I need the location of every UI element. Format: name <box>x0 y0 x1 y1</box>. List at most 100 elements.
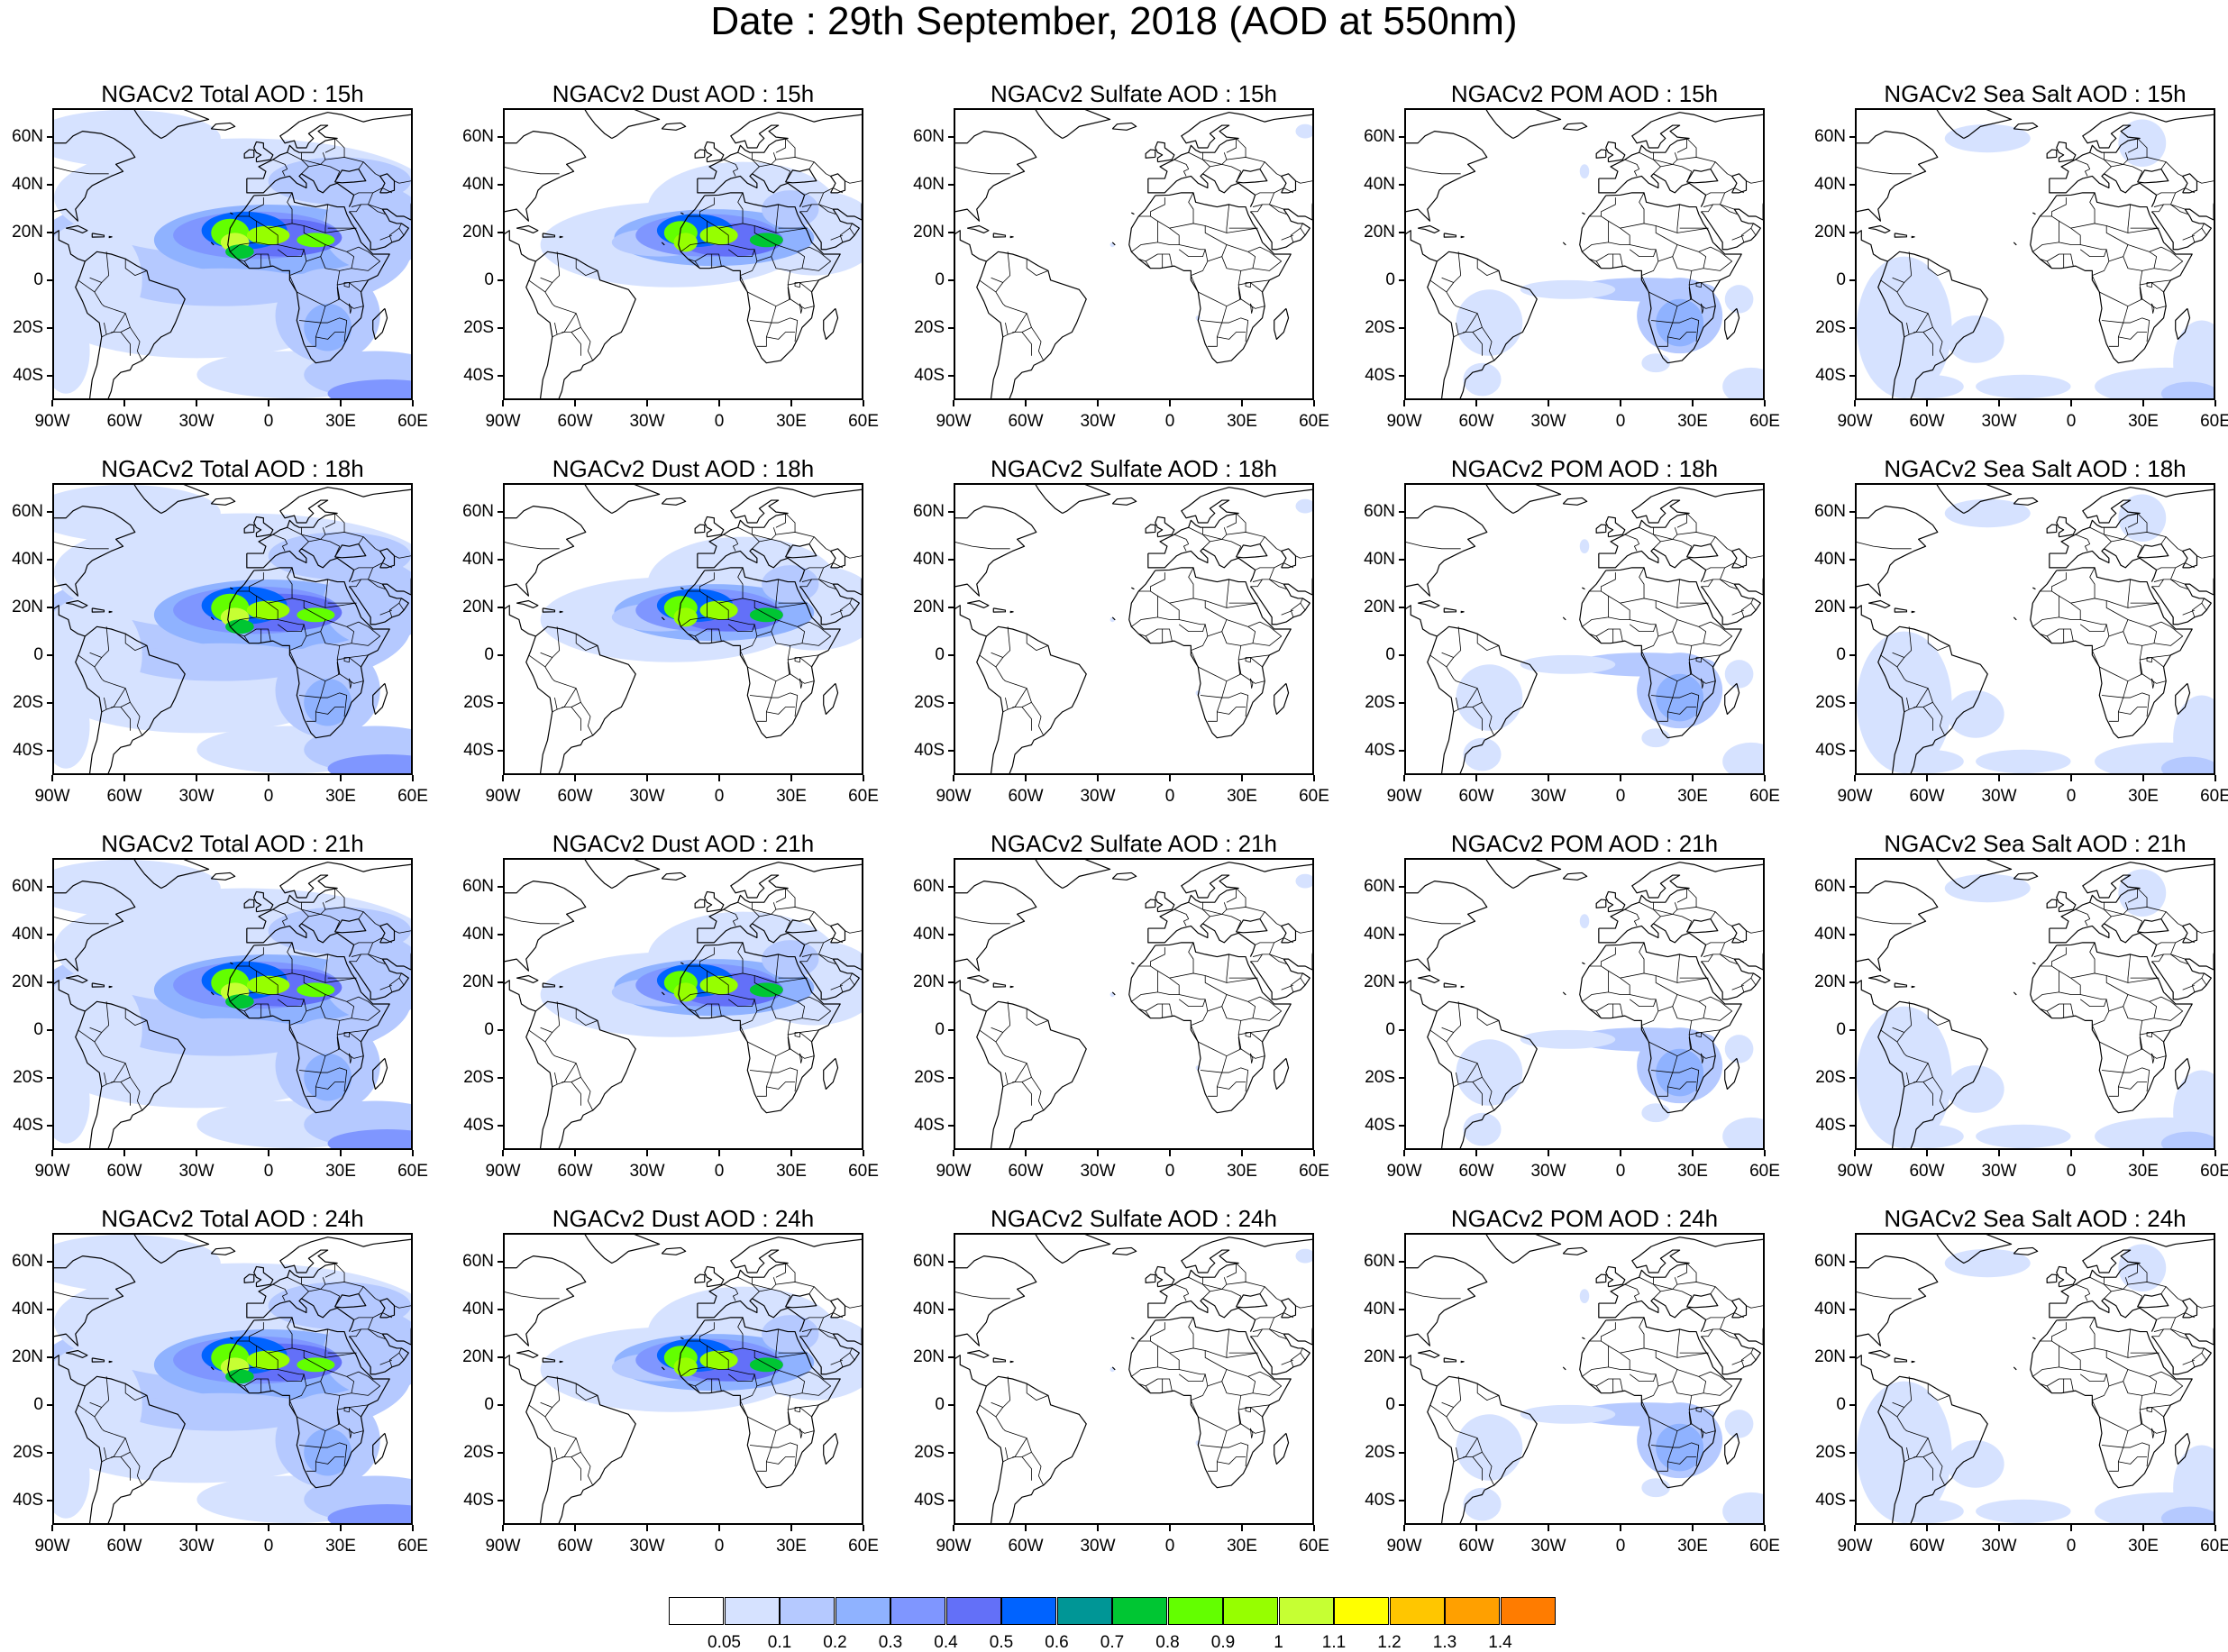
lon-tick <box>412 775 414 781</box>
lon-label: 90W <box>485 1537 521 1556</box>
coastline <box>1155 141 1175 163</box>
lat-label: 60N <box>1364 126 1395 146</box>
country-border <box>1200 1445 1223 1472</box>
country-border <box>2079 994 2107 1008</box>
coastline <box>230 587 233 590</box>
country-border <box>346 621 381 646</box>
coastline <box>1595 149 1607 159</box>
coastline <box>823 307 839 341</box>
country-border <box>2101 695 2124 722</box>
country-border <box>1906 1438 1929 1460</box>
lon-label: 0 <box>1164 412 1175 431</box>
country-border <box>753 1350 777 1387</box>
lat-tick <box>498 279 503 282</box>
coastline <box>1406 1255 1488 1346</box>
coastline <box>1274 1432 1290 1465</box>
lat-tick <box>498 375 503 378</box>
country-border <box>839 602 855 617</box>
lat-label: 20N <box>12 972 43 992</box>
coastline <box>516 1349 539 1358</box>
lon-tick <box>1692 1150 1694 1156</box>
country-border <box>1226 513 1237 528</box>
country-border <box>1162 253 1173 269</box>
lake-outline <box>1688 1411 1693 1425</box>
lat-label: 40S <box>1815 741 1846 761</box>
lat-tick <box>948 1452 954 1455</box>
coastline <box>1579 192 1742 364</box>
coastline <box>584 860 661 890</box>
coastline <box>66 224 88 233</box>
lat-label: 20N <box>462 972 494 992</box>
coastline <box>1700 958 1763 1000</box>
country-border <box>349 1328 361 1337</box>
coastline <box>1936 110 2013 140</box>
lon-tick <box>1692 1525 1694 1531</box>
lat-label: 40S <box>1365 366 1395 386</box>
country-border <box>54 542 109 550</box>
coastline <box>985 251 1087 398</box>
lat-label: 0 <box>1836 1020 1846 1040</box>
coastline <box>1595 524 1607 534</box>
country-border <box>1906 688 1929 710</box>
lon-tick <box>1403 1150 1405 1156</box>
country-border <box>1582 215 1609 252</box>
lat-label: 20N <box>1814 1347 1846 1367</box>
coastline <box>2013 616 2017 621</box>
country-border <box>124 634 148 651</box>
country-border <box>540 277 552 283</box>
coastline <box>1274 307 1290 341</box>
lat-tick <box>948 327 954 330</box>
lat-label: 20N <box>1814 223 1846 242</box>
country-border <box>1906 1063 1929 1085</box>
aod-contour <box>268 1282 411 1329</box>
lat-label: 20N <box>462 1347 494 1367</box>
coastline <box>1436 625 1538 773</box>
lake-outline <box>2150 1053 2155 1063</box>
country-border <box>368 579 383 585</box>
coastline <box>2030 567 2193 739</box>
coastline <box>680 587 684 590</box>
coastline <box>246 1298 355 1332</box>
lat-label: 40N <box>12 1299 43 1319</box>
country-border <box>1463 701 1483 707</box>
country-border <box>237 947 264 967</box>
country-border <box>1002 1458 1009 1463</box>
lake-outline <box>799 1428 803 1438</box>
lat-tick <box>47 885 52 888</box>
country-border <box>2123 1369 2158 1396</box>
lon-tick <box>574 775 576 781</box>
colorbar-swatch <box>1445 1597 1500 1625</box>
country-border <box>799 954 812 963</box>
coastline <box>1731 548 1748 569</box>
lon-label: 0 <box>1615 412 1626 431</box>
country-border <box>54 917 109 925</box>
country-border <box>707 220 729 245</box>
country-border <box>752 159 760 168</box>
country-border <box>540 1027 552 1033</box>
country-border <box>362 161 380 177</box>
country-border <box>1701 954 1713 963</box>
country-border <box>785 513 796 533</box>
lat-tick <box>948 933 954 936</box>
lon-tick <box>2070 775 2072 781</box>
aod-contour <box>54 485 221 543</box>
country-border <box>688 1322 715 1342</box>
coastline <box>2032 587 2036 590</box>
country-border <box>788 1404 819 1410</box>
country-border <box>1589 947 1616 967</box>
lat-label: 40N <box>1364 924 1395 944</box>
country-border <box>324 513 335 528</box>
country-border <box>1701 1032 1713 1043</box>
aod-contour <box>2160 756 2214 773</box>
lon-label: 90W <box>936 787 972 806</box>
lat-tick <box>47 654 52 657</box>
country-border <box>1927 1383 1950 1401</box>
lat-tick <box>1849 510 1855 513</box>
lat-label: 40S <box>463 741 494 761</box>
coastline <box>661 122 687 131</box>
lon-tick <box>953 1150 954 1156</box>
coastline <box>1155 1265 1175 1288</box>
country-border <box>1202 1288 1222 1300</box>
country-border <box>991 652 1003 658</box>
lat-tick <box>1399 232 1404 234</box>
